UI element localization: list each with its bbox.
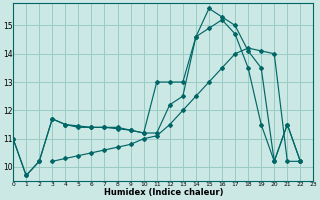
X-axis label: Humidex (Indice chaleur): Humidex (Indice chaleur) xyxy=(103,188,223,197)
